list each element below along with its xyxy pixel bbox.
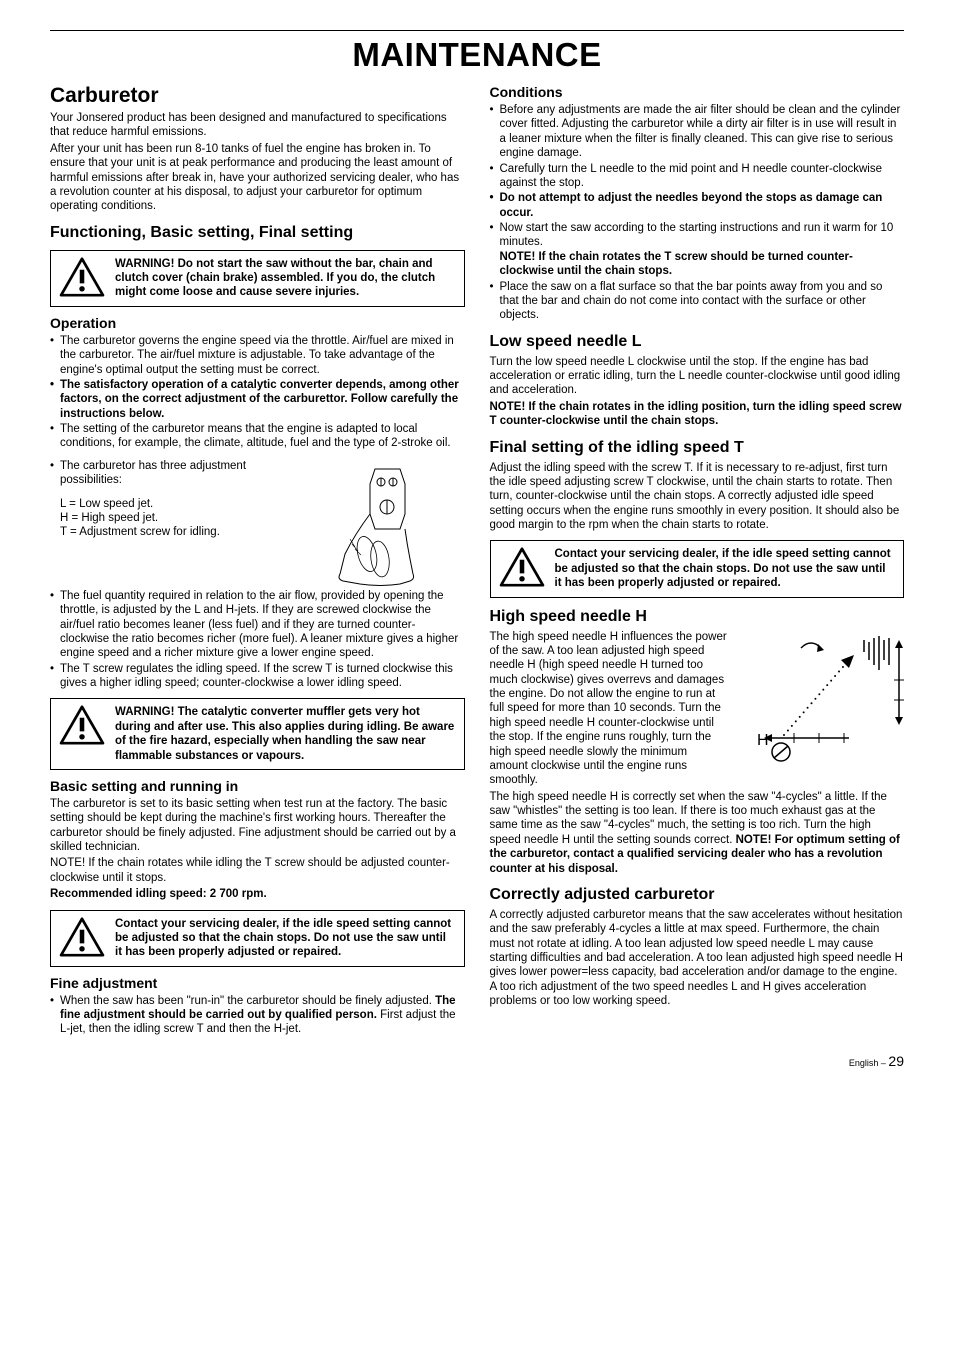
operation-heading: Operation — [50, 315, 465, 331]
correctly-adjusted-heading: Correctly adjusted carburetor — [490, 886, 905, 904]
footer-language-label: English – — [849, 1058, 889, 1068]
warning-box-2: WARNING! The catalytic converter muffler… — [50, 698, 465, 770]
warning-text-3: Contact your servicing dealer, if the id… — [115, 917, 456, 960]
operation-item-4: The carburetor has three adjustment poss… — [50, 459, 310, 488]
basic-p1: The carburetor is set to its basic setti… — [50, 797, 465, 855]
intro-paragraph-2: After your unit has been run 8-10 tanks … — [50, 142, 465, 214]
operation-item-2: The satisfactory operation of a catalyti… — [50, 378, 465, 421]
intro-paragraph-1: Your Jonsered product has been designed … — [50, 111, 465, 140]
left-column: Carburetor Your Jonsered product has bee… — [50, 84, 465, 1038]
right-column: Conditions Before any adjustments are ma… — [490, 84, 905, 1038]
h-needle-diagram: H — [739, 630, 904, 780]
low-speed-p1: Turn the low speed needle L clockwise un… — [490, 355, 905, 398]
jet-def-t: T = Adjustment screw for idling. — [50, 525, 310, 539]
jet-def-l: L = Low speed jet. — [50, 497, 310, 511]
correctly-adjusted-p1: A correctly adjusted carburetor means th… — [490, 908, 905, 1009]
conditions-heading: Conditions — [490, 84, 905, 100]
warning-icon — [499, 547, 545, 587]
conditions-list: Before any adjustments are made the air … — [490, 103, 905, 323]
operation-item-6: The T screw regulates the idling speed. … — [50, 662, 465, 691]
final-setting-heading: Final setting of the idling speed T — [490, 439, 905, 457]
warning-icon — [59, 917, 105, 957]
warning-box-3: Contact your servicing dealer, if the id… — [50, 910, 465, 967]
high-speed-heading: High speed needle H — [490, 608, 905, 626]
condition-item-3: Do not attempt to adjust the needles bey… — [490, 191, 905, 220]
operation-item-1: The carburetor governs the engine speed … — [50, 334, 465, 377]
carburetor-diagram — [325, 459, 465, 589]
low-speed-p2: NOTE! If the chain rotates in the idling… — [490, 400, 905, 429]
svg-text:H: H — [757, 732, 769, 749]
fine-adjustment-heading: Fine adjustment — [50, 975, 465, 991]
warning-icon — [59, 257, 105, 297]
high-speed-p2: The high speed needle H is correctly set… — [490, 790, 905, 876]
functioning-heading: Functioning, Basic setting, Final settin… — [50, 224, 465, 242]
operation-item-5: The fuel quantity required in relation t… — [50, 589, 465, 661]
basic-p3: Recommended idling speed: 2 700 rpm. — [50, 887, 465, 901]
jet-def-h: H = High speed jet. — [50, 511, 310, 525]
page-footer: English – 29 — [50, 1053, 904, 1069]
warning-box-1: WARNING! Do not start the saw without th… — [50, 250, 465, 307]
operation-list: The carburetor governs the engine speed … — [50, 334, 465, 451]
page-number: 29 — [888, 1053, 904, 1069]
main-title: MAINTENANCE — [50, 36, 904, 74]
condition-item-5: Place the saw on a flat surface so that … — [490, 280, 905, 323]
condition-item-1: Before any adjustments are made the air … — [490, 103, 905, 161]
basic-setting-heading: Basic setting and running in — [50, 778, 465, 794]
warning-box-4: Contact your servicing dealer, if the id… — [490, 540, 905, 597]
condition-item-4: Now start the saw according to the start… — [490, 221, 905, 279]
low-speed-heading: Low speed needle L — [490, 333, 905, 351]
warning-icon — [59, 705, 105, 745]
basic-p2: NOTE! If the chain rotates while idling … — [50, 856, 465, 885]
condition-item-2: Carefully turn the L needle to the mid p… — [490, 162, 905, 191]
fine-adjustment-item: When the saw has been "run-in" the carbu… — [50, 994, 465, 1037]
high-speed-p1: The high speed needle H influences the p… — [490, 630, 728, 788]
warning-text-1: WARNING! Do not start the saw without th… — [115, 257, 456, 300]
carburetor-heading: Carburetor — [50, 84, 465, 108]
final-setting-p1: Adjust the idling speed with the screw T… — [490, 461, 905, 533]
operation-item-3: The setting of the carburetor means that… — [50, 422, 465, 451]
warning-text-4: Contact your servicing dealer, if the id… — [555, 547, 896, 590]
warning-text-2: WARNING! The catalytic converter muffler… — [115, 705, 456, 763]
